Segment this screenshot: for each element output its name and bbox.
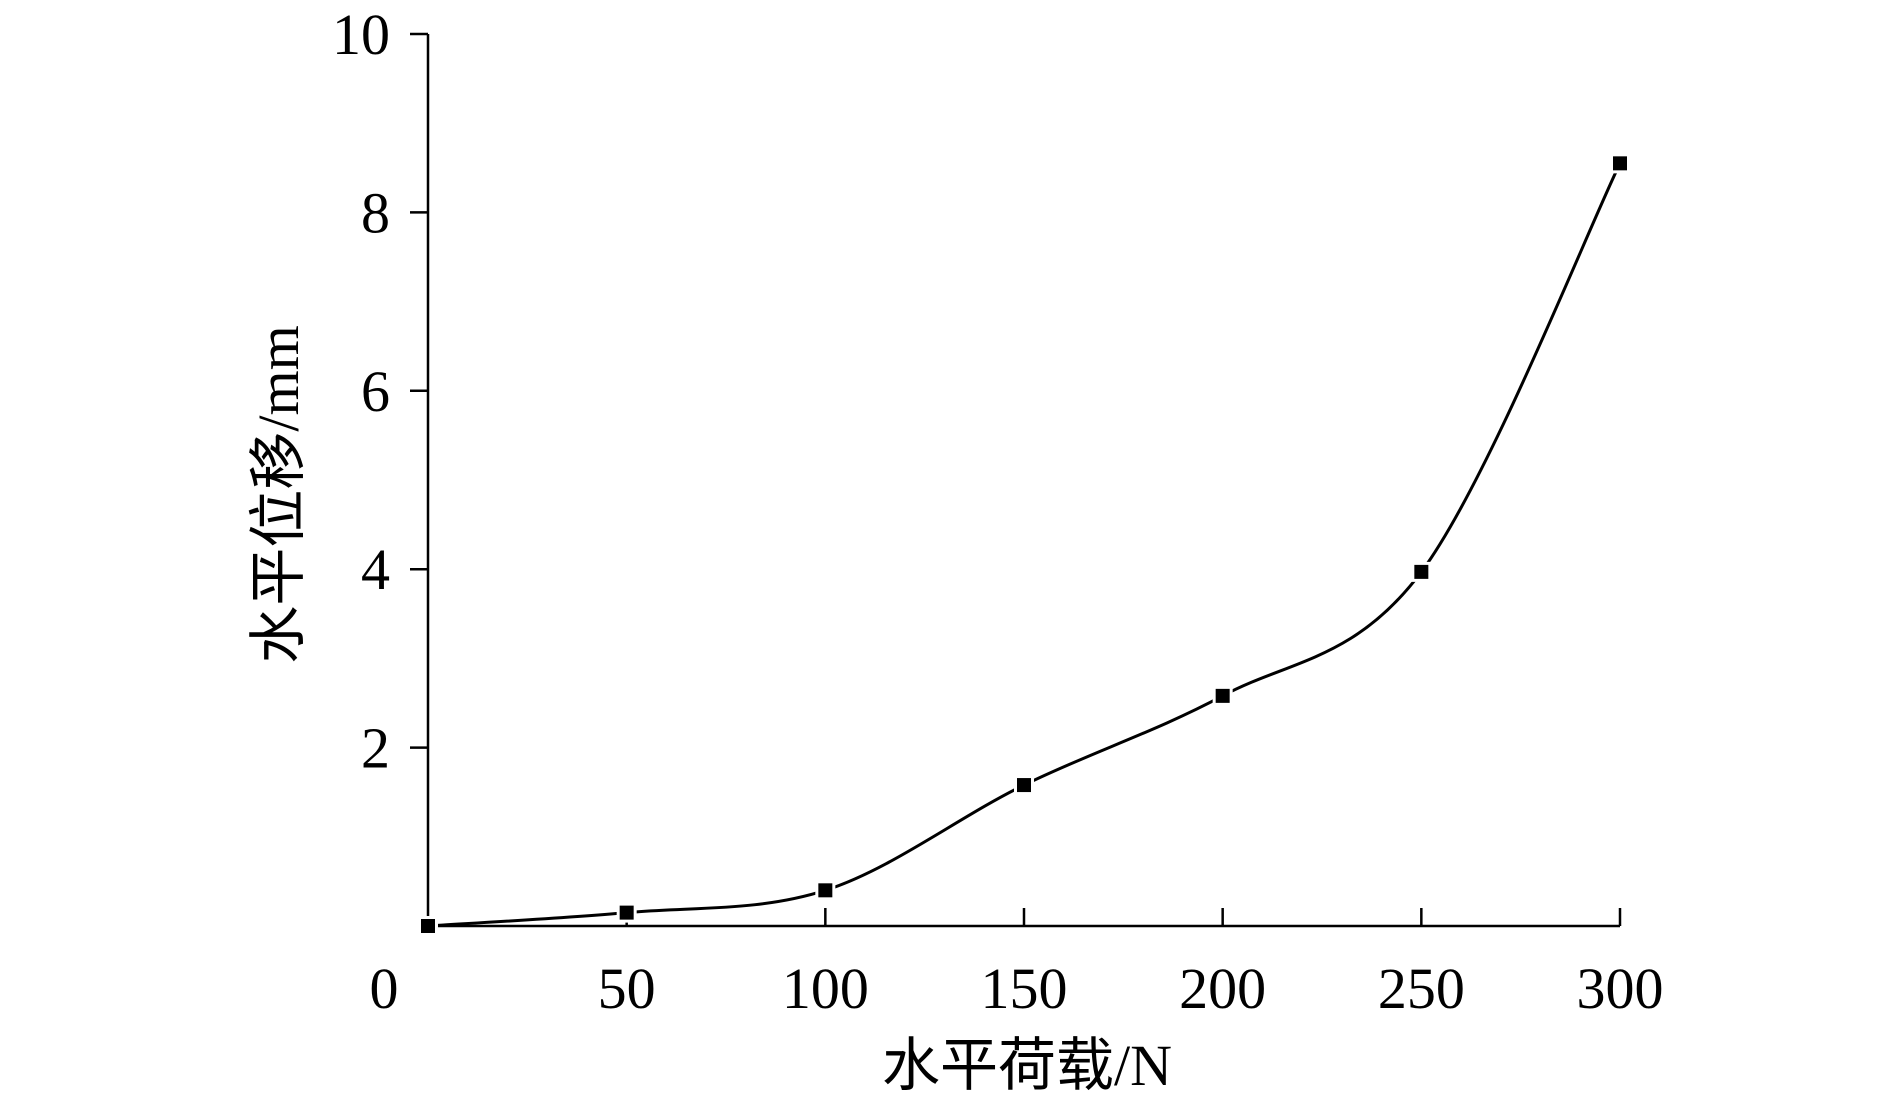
y-tick-label: 8: [361, 180, 390, 245]
series-curve: [427, 162, 1622, 928]
y-tick-label: 6: [361, 359, 390, 424]
series-line: [427, 162, 1622, 928]
x-axis-title: 水平荷载/N: [882, 1033, 1172, 1098]
x-tick-label: 150: [981, 956, 1068, 1021]
y-tick-label: 2: [361, 716, 390, 781]
y-tick-label: 10: [332, 2, 390, 67]
y-tick-label: 4: [361, 537, 390, 602]
x-tick-label: 50: [598, 956, 656, 1021]
y-axis-title: 水平位移/mm: [246, 325, 311, 663]
x-tick-label: 200: [1179, 956, 1266, 1021]
data-point: [818, 883, 833, 898]
data-point: [619, 905, 634, 920]
data-point: [1414, 564, 1429, 579]
data-point: [1215, 688, 1230, 703]
data-point: [1017, 778, 1031, 793]
data-point: [421, 919, 435, 933]
data-markers: [418, 153, 1630, 936]
data-point: [1613, 156, 1627, 171]
x-tick-label: 0: [370, 956, 399, 1021]
axis-ticks: [410, 32, 1622, 926]
x-tick-label: 100: [782, 956, 869, 1021]
x-tick-label: 300: [1577, 956, 1664, 1021]
x-tick-label: 250: [1378, 956, 1465, 1021]
